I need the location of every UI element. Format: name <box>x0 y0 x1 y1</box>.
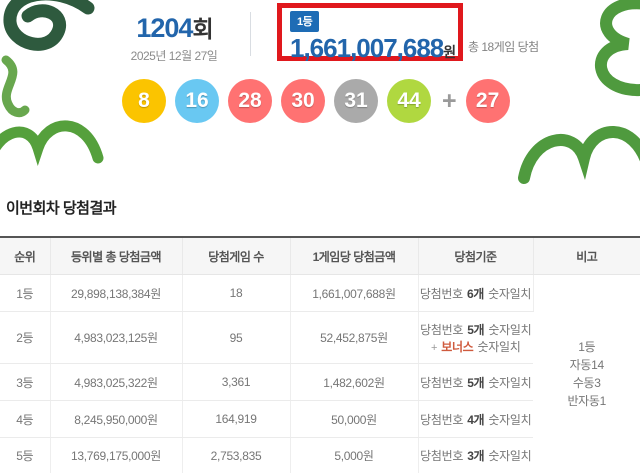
clover-squiggle-icon <box>1 55 30 118</box>
criteria-text: 숫자일치 <box>488 375 532 390</box>
ball-number: 31 <box>344 89 368 112</box>
criteria-text: 당첨번호 <box>420 449 464 463</box>
table-row: 3등 4,983,025,322원 3,361 1,482,602원 당첨번호 … <box>0 363 640 401</box>
criteria-text: 숫자일치 <box>488 322 532 337</box>
col-header-total-amount: 등위별 총 당첨금액 <box>50 237 183 275</box>
criteria-text: 당첨번호 <box>420 322 464 337</box>
game-count-cell: 3,361 <box>182 363 291 401</box>
rank-cell: 1등 <box>0 274 51 312</box>
rank-cell: 5등 <box>0 437 51 473</box>
criteria-cell: 당첨번호 3개 숫자일치 <box>418 437 533 473</box>
lotto-ball-28: 28 <box>228 79 272 123</box>
remark-line: 반자동1 <box>567 394 607 408</box>
ball-number: 44 <box>397 89 421 112</box>
ball-number: 27 <box>475 89 500 112</box>
header-divider <box>250 12 251 56</box>
draw-number: 1204회 <box>118 10 230 44</box>
criteria-text: 숫자일치 <box>488 449 532 463</box>
total-amount-cell: 4,983,025,322원 <box>50 363 183 401</box>
criteria-cell: 당첨번호 5개 숫자일치 + 보너스 숫자일치 <box>418 311 533 364</box>
plus-icon: + <box>442 86 457 115</box>
draw-number-value: 1204 <box>136 13 193 43</box>
prize-table: 순위 등위별 총 당첨금액 당첨게임 수 1게임당 당첨금액 당첨기준 비고 1… <box>0 236 640 473</box>
table-row: 5등 13,769,175,000원 2,753,835 5,000원 당첨번호… <box>0 437 640 473</box>
criteria-text: 당첨번호 <box>420 412 464 427</box>
remarks-cell: 1등 자동14 수동3 반자동1 <box>533 274 640 473</box>
first-prize-badge: 1등 <box>290 11 320 32</box>
criteria-cell: 당첨번호 5개 숫자일치 <box>418 363 533 401</box>
lotto-ball-30: 30 <box>281 79 325 123</box>
total-amount-cell: 13,769,175,000원 <box>50 437 183 473</box>
lotto-ball-16: 16 <box>175 79 219 123</box>
rank-cell: 3등 <box>0 363 51 401</box>
ball-number: 30 <box>291 89 315 112</box>
col-header-per-game: 1게임당 당첨금액 <box>290 237 419 275</box>
table-row: 2등 4,983,023,125원 95 52,452,875원 당첨번호 5개… <box>0 311 640 364</box>
col-header-game-count: 당첨게임 수 <box>182 237 291 275</box>
highlight-box: 1등 1,661,007,688원 <box>277 3 463 64</box>
clover-lobes-right-icon <box>595 0 640 96</box>
first-prize-amount: 1,661,007,688 <box>290 33 444 63</box>
bonus-ball-27: 27 <box>465 79 510 123</box>
lotto-ball-44: 44 <box>387 79 431 123</box>
rank-cell: 2등 <box>0 311 51 364</box>
criteria-count: 4개 <box>467 412 485 427</box>
table-row: 4등 8,245,950,000원 164,919 50,000원 당첨번호 4… <box>0 400 640 438</box>
criteria-text: 당첨번호 <box>420 375 464 390</box>
col-header-remarks: 비고 <box>533 237 640 275</box>
criteria-cell: 당첨번호 6개 숫자일치 <box>418 274 534 312</box>
criteria-text: 숫자일치 <box>488 286 532 301</box>
criteria-plus: + <box>431 341 438 354</box>
remark-line: 수동3 <box>572 376 601 390</box>
total-games-text: 총 18게임 당첨 <box>468 40 539 54</box>
col-header-criteria: 당첨기준 <box>418 237 534 275</box>
criteria-text: 당첨번호 <box>419 286 463 301</box>
clover-loop-dark-icon <box>3 0 95 51</box>
criteria-cell: 당첨번호 4개 숫자일치 <box>418 400 533 438</box>
draw-date: 2025년 12월 27일 <box>130 49 218 63</box>
criteria-text: 숫자일치 <box>488 412 532 427</box>
per-game-amount-cell: 5,000원 <box>290 437 419 473</box>
ball-number: 8 <box>138 89 150 112</box>
draw-number-suffix: 회 <box>192 16 213 42</box>
remark-line: 자동14 <box>569 358 605 372</box>
ball-number: 16 <box>185 89 209 112</box>
criteria-count: 5개 <box>467 322 485 337</box>
table-header-row: 순위 등위별 총 당첨금액 당첨게임 수 1게임당 당첨금액 당첨기준 비고 <box>0 237 640 275</box>
criteria-count: 3개 <box>467 449 485 463</box>
clover-arch-right-icon <box>518 126 640 184</box>
game-count-cell: 18 <box>182 274 291 312</box>
total-amount-cell: 8,245,950,000원 <box>50 400 183 438</box>
criteria-bonus: 보너스 <box>441 339 474 354</box>
per-game-amount-cell: 1,661,007,688원 <box>290 274 419 312</box>
draw-info: 1204회 2025년 12월 27일 <box>118 10 230 64</box>
ball-number: 28 <box>238 89 262 112</box>
winning-numbers: 8 16 28 30 31 44 + 27 <box>122 79 510 123</box>
first-prize-unit: 원 <box>443 44 456 60</box>
first-prize-amount-line: 1,661,007,688원 <box>290 33 458 64</box>
section-title: 이번회차 당첨결과 <box>6 200 117 217</box>
total-amount-cell: 29,898,138,384원 <box>50 274 183 312</box>
per-game-amount-cell: 52,452,875원 <box>290 311 419 364</box>
per-game-amount-cell: 1,482,602원 <box>290 363 419 401</box>
per-game-amount-cell: 50,000원 <box>290 400 419 438</box>
clover-arch-left-icon <box>0 120 104 166</box>
rank-cell: 4등 <box>0 400 51 438</box>
game-count-cell: 164,919 <box>182 400 291 438</box>
criteria-count: 5개 <box>467 375 485 390</box>
table-row: 1등 29,898,138,384원 18 1,661,007,688원 당첨번… <box>0 274 640 473</box>
criteria-text: 숫자일치 <box>477 339 521 354</box>
criteria-count: 6개 <box>466 286 485 301</box>
col-header-rank: 순위 <box>0 237 51 275</box>
game-count-cell: 2,753,835 <box>182 437 291 473</box>
lotto-ball-31: 31 <box>334 79 378 123</box>
remark-line: 1등 <box>578 340 596 354</box>
lotto-ball-8: 8 <box>122 79 166 123</box>
game-count-cell: 95 <box>182 311 291 364</box>
total-amount-cell: 4,983,023,125원 <box>50 311 183 364</box>
